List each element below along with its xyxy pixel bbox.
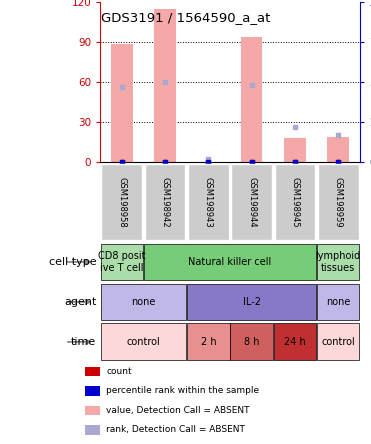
Text: control: control [321, 337, 355, 347]
Text: none: none [131, 297, 156, 307]
Text: GDS3191 / 1564590_a_at: GDS3191 / 1564590_a_at [101, 11, 270, 24]
Bar [318, 164, 359, 240]
Bar [187, 324, 230, 360]
Text: time: time [71, 337, 96, 347]
Bar [317, 324, 359, 360]
Text: GSM198959: GSM198959 [334, 177, 343, 227]
Bar [101, 244, 143, 280]
Bar [187, 284, 316, 320]
Bar [111, 44, 133, 162]
Text: rank, Detection Call = ABSENT: rank, Detection Call = ABSENT [106, 425, 245, 434]
Bar [317, 244, 359, 280]
Text: CD8 posit
ive T cell: CD8 posit ive T cell [98, 251, 145, 273]
Point [335, 131, 341, 139]
Bar [101, 284, 186, 320]
Text: percentile rank within the sample: percentile rank within the sample [106, 386, 259, 396]
Text: 8 h: 8 h [244, 337, 259, 347]
Text: count: count [106, 367, 132, 376]
Bar [328, 137, 349, 162]
Bar [85, 367, 101, 376]
Bar [188, 164, 229, 240]
Text: agent: agent [64, 297, 96, 307]
Bar [144, 244, 316, 280]
Bar [85, 386, 101, 396]
Point [249, 82, 255, 89]
Bar [85, 425, 101, 435]
Point [206, 155, 211, 163]
Text: GSM198945: GSM198945 [290, 177, 299, 227]
Point [119, 83, 125, 91]
Bar [317, 284, 359, 320]
Text: lymphoid
tissues: lymphoid tissues [316, 251, 361, 273]
Bar [284, 138, 306, 162]
Text: GSM198942: GSM198942 [161, 177, 170, 227]
Text: 24 h: 24 h [284, 337, 306, 347]
Point [292, 123, 298, 131]
Point [162, 79, 168, 86]
Bar [241, 37, 263, 162]
Bar [154, 9, 176, 162]
Text: GSM198944: GSM198944 [247, 177, 256, 227]
Bar [275, 164, 315, 240]
Text: IL-2: IL-2 [243, 297, 261, 307]
Bar [102, 164, 142, 240]
Text: value, Detection Call = ABSENT: value, Detection Call = ABSENT [106, 406, 250, 415]
Text: cell type: cell type [49, 257, 96, 267]
Text: none: none [326, 297, 351, 307]
Bar [85, 406, 101, 415]
Text: Natural killer cell: Natural killer cell [188, 257, 272, 267]
Text: GSM198943: GSM198943 [204, 177, 213, 227]
Text: control: control [127, 337, 160, 347]
Bar [274, 324, 316, 360]
Bar [232, 164, 272, 240]
Bar [230, 324, 273, 360]
Bar [145, 164, 186, 240]
Text: GSM198958: GSM198958 [117, 177, 126, 227]
Bar [101, 324, 186, 360]
Text: 2 h: 2 h [201, 337, 216, 347]
